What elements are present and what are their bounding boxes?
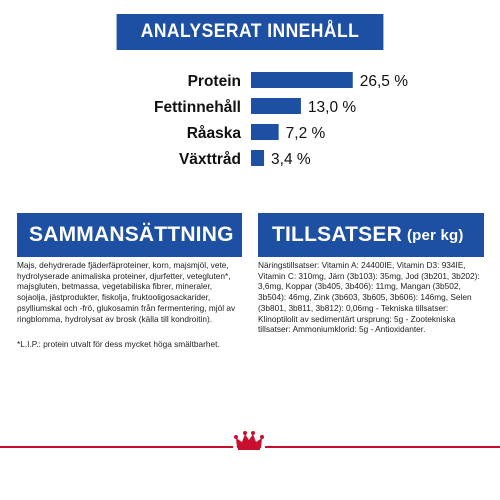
composition-text: Majs, dehydrerade fjäderfäproteiner, kor… — [17, 260, 236, 324]
additives-title-suffix: (per kg) — [406, 226, 464, 244]
footer-divider-right — [265, 446, 500, 448]
category-label: Växttråd — [179, 151, 241, 168]
crown-icon — [234, 431, 264, 450]
additives-title-main: TILLSATSER — [272, 223, 402, 246]
analysis-title: ANALYSERAT INNEHÅLL — [116, 14, 384, 50]
bar — [251, 72, 353, 88]
bar — [251, 98, 301, 114]
value-label: 3,4 % — [271, 151, 311, 168]
additives-text: Näringstillsatser: Vitamin A: 24400IE, V… — [258, 260, 480, 335]
category-label: Fettinnehåll — [154, 99, 241, 116]
value-label: 7,2 % — [286, 125, 326, 142]
additives-title: TILLSATSER (per kg) — [258, 213, 484, 257]
category-label: Råaska — [187, 125, 242, 142]
nutrient-bar-chart: Protein 26,5 % Fettinnehåll 13,0 % Råaska 7,2… — [154, 72, 408, 168]
category-label: Protein — [188, 73, 241, 90]
composition-title: SAMMANSÄTTNING — [17, 213, 242, 257]
composition-note: *L.I.P.: protein utvalt för dess mycket … — [17, 339, 220, 349]
footer-divider-left — [0, 446, 233, 448]
bar — [251, 150, 265, 166]
value-label: 13,0 % — [308, 99, 356, 116]
bar — [251, 124, 279, 140]
value-label: 26,5 % — [360, 73, 408, 90]
